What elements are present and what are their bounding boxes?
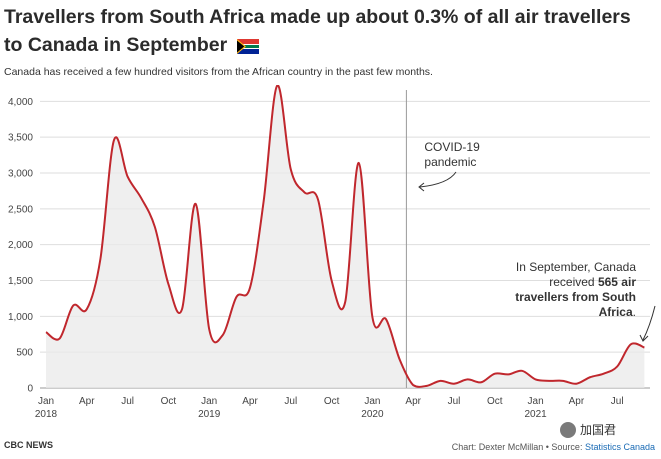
september-annotation: In September, Canada received 565 air trav… [515,260,636,319]
x-tick-year-label: 2020 [361,409,384,420]
x-tick-label: Jul [448,396,461,407]
x-tick-label: Jul [611,396,624,407]
title-text: Travellers from South Africa made up abo… [4,6,631,56]
data-point-2020-08 [467,378,469,380]
x-tick-label: Jan [201,396,217,407]
y-axis-ticks: 0 500 1,000 1,500 2,000 2,500 3,000 3,500 4,000 [8,97,33,395]
data-point-2018-05 [99,258,101,260]
data-point-2021-02 [548,380,550,382]
x-tick-label: Jan [38,396,54,407]
data-point-2019-11 [344,301,346,303]
x-tick-label: Apr [405,396,421,407]
chart-credit: Chart: Dexter McMillan • Source: Statist… [452,442,655,452]
data-point-2019-10 [331,280,333,282]
x-tick-label: Jan [364,396,380,407]
page-title: Travellers from South Africa made up abo… [4,3,654,59]
september-arrow [642,305,656,341]
covid-annotation: COVID-19 pandemic [424,140,480,169]
x-axis-ticks: Jan 2018 Apr Jul Oct Jan 2019 Apr Jul Oct Jan 2020 A… [35,396,624,420]
september-arrow-head [639,334,649,342]
covid-arrow [419,171,457,188]
y-tick-label: 1,500 [8,276,33,287]
data-point-2020-05 [426,385,428,387]
data-point-2020-12 [521,370,523,372]
data-point-2018-06 [113,139,115,141]
data-point-2020-01 [371,316,373,318]
data-point-2018-10 [167,283,169,285]
data-point-2019-08 [303,191,305,193]
data-point-2018-04 [86,308,88,310]
data-point-2020-04 [412,384,414,386]
y-tick-label: 500 [16,348,33,359]
data-point-2020-02 [385,318,387,320]
y-tick-label: 2,000 [8,240,33,251]
y-tick-label: 4,000 [8,97,33,108]
data-point-2021-03 [562,380,564,382]
data-point-2020-11 [507,373,509,375]
data-point-2020-10 [494,373,496,375]
data-point-2020-07 [453,383,455,385]
x-tick-label: Jan [528,396,544,407]
data-point-2018-07 [127,176,129,178]
data-point-2020-09 [480,381,482,383]
x-tick-year-label: 2018 [35,409,58,420]
x-tick-label: Apr [242,396,258,407]
y-tick-label: 1,000 [8,312,33,323]
x-tick-label: Jul [121,396,134,407]
y-tick-label: 3,500 [8,133,33,144]
credit-text: Chart: Dexter McMillan • Source: [451,442,585,452]
data-point-2019-03 [235,296,237,298]
x-tick-label: Apr [569,396,585,407]
cbc-news-label: CBC NEWS [4,440,53,450]
x-tick-label: Apr [79,396,95,407]
data-point-2021-06 [603,373,605,375]
data-point-2020-06 [439,380,441,382]
x-tick-year-label: 2019 [198,409,221,420]
y-tick-label: 3,000 [8,169,33,180]
watermark: 加国君 [560,421,616,438]
data-point-2018-02 [59,338,61,340]
data-point-2021-05 [589,376,591,378]
data-point-2018-08 [140,197,142,199]
data-point-2019-04 [249,287,251,289]
data-point-2019-07 [290,168,292,170]
data-point-2021-09 [643,347,645,349]
data-point-2018-09 [154,226,156,228]
x-tick-label: Oct [487,396,503,407]
x-tick-label: Oct [161,396,177,407]
watermark-text: 加国君 [580,423,617,437]
south-africa-flag-icon [236,39,259,54]
data-point-2019-02 [222,334,224,336]
watermark-logo-icon [560,421,576,438]
data-point-2018-12 [195,203,197,205]
data-point-2020-03 [399,358,401,360]
series-line [45,85,645,388]
data-point-2019-05 [263,201,265,203]
data-point-2021-08 [630,343,632,345]
data-point-2019-12 [358,162,360,164]
x-tick-year-label: 2021 [524,409,547,420]
x-tick-label: Jul [284,396,297,407]
covid-arrow-head [418,182,425,192]
data-point-2019-09 [317,199,319,201]
data-point-2021-07 [616,366,618,368]
data-point-2018-11 [181,308,183,310]
annotations: COVID-19 pandemic In September, Canada rece… [418,140,656,342]
line-chart: 05001,0001,5002,0002,5003,0003,5004,000 … [8,85,656,420]
data-point-2019-01 [208,328,210,330]
y-tick-label: 2,500 [8,204,33,215]
y-tick-label: 0 [27,384,33,395]
x-tick-label: Oct [324,396,340,407]
data-point-2021-04 [575,383,577,385]
chart-subtitle: Canada has received a few hundred visito… [4,66,433,78]
data-point-2018-03 [72,305,74,307]
series-area [46,85,645,388]
data-point-2018-01 [45,331,47,333]
data-point-2021-01 [535,378,537,380]
source-link[interactable]: Statistics Canada [584,442,655,452]
